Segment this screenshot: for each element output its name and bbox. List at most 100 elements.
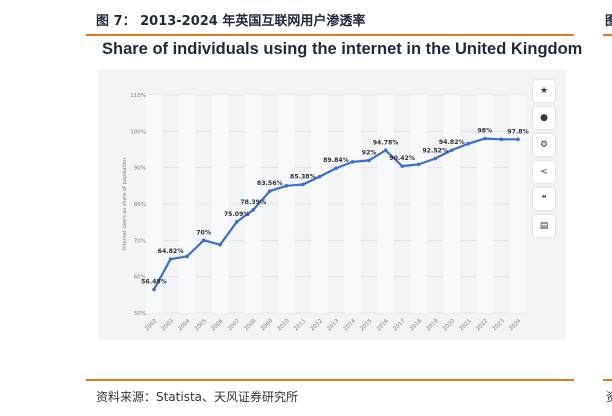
data-point	[499, 137, 504, 142]
y-tick-label: 60%	[134, 275, 146, 281]
figure-header: 图 7： 2013-2024 年英国互联网用户渗透率	[86, 6, 574, 36]
bell-button[interactable]: ●	[533, 107, 555, 129]
x-tick-label: 2005	[194, 318, 208, 332]
data-point	[450, 148, 454, 152]
x-tick-label: 2018	[409, 318, 423, 332]
data-point	[218, 242, 222, 247]
data-label: 64.82%	[158, 248, 184, 255]
gear-button[interactable]: ⚙	[533, 134, 555, 156]
x-band	[245, 95, 262, 313]
x-tick-label: 2010	[277, 318, 291, 332]
x-tick-label: 2019	[426, 318, 440, 332]
chart-toolbar: ★ ● ⚙ < ❝ ▤	[533, 80, 555, 242]
x-tick-label: 2013	[326, 318, 340, 332]
x-band	[509, 95, 527, 313]
x-tick-label: 2011	[293, 318, 307, 332]
x-band	[311, 95, 328, 313]
data-point	[433, 156, 438, 161]
quote-icon: ❝	[541, 194, 547, 204]
data-point	[367, 158, 371, 163]
x-band	[211, 95, 229, 313]
x-band	[178, 95, 196, 313]
y-tick-label: 80%	[134, 202, 146, 208]
x-tick-label: 2012	[310, 318, 324, 332]
data-point	[516, 137, 520, 142]
quote-button[interactable]: ❝	[533, 188, 555, 210]
print-icon: ▤	[539, 221, 549, 231]
data-point	[350, 160, 355, 164]
data-label: 83.56%	[257, 180, 283, 187]
data-label: 94.82%	[439, 139, 465, 146]
x-tick-label: 2017	[392, 318, 406, 332]
data-point	[168, 257, 173, 261]
x-tick-label: 2003	[161, 318, 175, 332]
data-label: 92.52%	[422, 148, 448, 155]
print-button[interactable]: ▤	[533, 215, 555, 237]
data-point	[400, 164, 404, 168]
y-tick-label: 90%	[134, 166, 146, 172]
x-tick-label: 2020	[442, 318, 456, 332]
x-band	[344, 95, 361, 313]
x-tick-label: 2023	[492, 318, 506, 332]
adjacent-footer-rule	[603, 379, 612, 381]
x-tick-label: 2004	[177, 318, 191, 332]
x-band	[443, 95, 461, 313]
x-tick-label: 2014	[343, 318, 357, 332]
figure-label: 图 7： 2013-2024 年英国互联网用户渗透率	[96, 14, 366, 29]
adjacent-figure-label: 图	[605, 10, 612, 29]
data-point	[483, 136, 487, 141]
data-label: 90.42%	[389, 155, 415, 162]
data-label: 78.39%	[240, 199, 266, 206]
data-point	[185, 254, 189, 259]
data-point	[466, 141, 471, 146]
x-tick-label: 2015	[359, 318, 373, 332]
x-tick-label: 2022	[475, 318, 489, 332]
y-tick-label: 100%	[130, 129, 146, 135]
adjacent-figure-header: 图	[603, 6, 612, 36]
data-point	[251, 208, 256, 212]
y-tick-label: 110%	[130, 93, 146, 99]
share-icon: <	[540, 167, 548, 177]
x-band	[145, 95, 163, 313]
star-button[interactable]: ★	[533, 80, 555, 102]
x-tick-label: 2002	[144, 318, 158, 332]
chart-card: Share of individuals using the internet …	[92, 36, 582, 342]
x-band	[278, 95, 295, 313]
data-label: 85.38%	[290, 173, 316, 180]
x-tick-label: 2009	[260, 318, 274, 332]
data-label: 94.78%	[373, 139, 399, 146]
bell-icon: ●	[540, 113, 548, 123]
chart-title: Share of individuals using the internet …	[102, 40, 583, 58]
data-label: 89.84%	[323, 157, 349, 164]
data-label: 75.09%	[224, 211, 250, 218]
data-point	[201, 238, 206, 243]
x-tick-label: 2006	[210, 318, 224, 332]
data-point	[268, 189, 272, 193]
footer-rule	[86, 379, 574, 381]
data-label: 92%	[362, 149, 377, 156]
data-label: 98%	[478, 128, 493, 135]
x-tick-label: 2007	[227, 318, 241, 332]
data-point	[284, 184, 289, 188]
data-point	[416, 162, 421, 167]
data-point	[301, 182, 305, 187]
adjacent-source-note: 资	[606, 388, 612, 405]
y-axis-label: Internet users as share of population	[122, 158, 128, 250]
data-point	[317, 174, 322, 179]
x-tick-label: 2016	[376, 318, 390, 332]
gear-icon: ⚙	[539, 140, 549, 150]
data-point	[334, 166, 338, 171]
x-band	[377, 95, 394, 313]
x-tick-label: 2021	[459, 318, 473, 332]
data-point	[152, 287, 156, 292]
data-point	[234, 220, 239, 224]
data-label: 56.48%	[141, 278, 167, 285]
data-label: 97.8%	[507, 128, 528, 135]
line-chart: 50% 60% 70% 80% 90% 100% 110% Internet users as…	[122, 93, 529, 332]
source-note: 资料来源：Statista、天风证券研究所	[96, 390, 299, 404]
share-button[interactable]: <	[533, 161, 555, 183]
x-tick-label: 2024	[508, 318, 522, 332]
y-tick-label: 70%	[134, 238, 146, 244]
data-point	[383, 148, 388, 153]
data-label: 70%	[196, 229, 211, 236]
